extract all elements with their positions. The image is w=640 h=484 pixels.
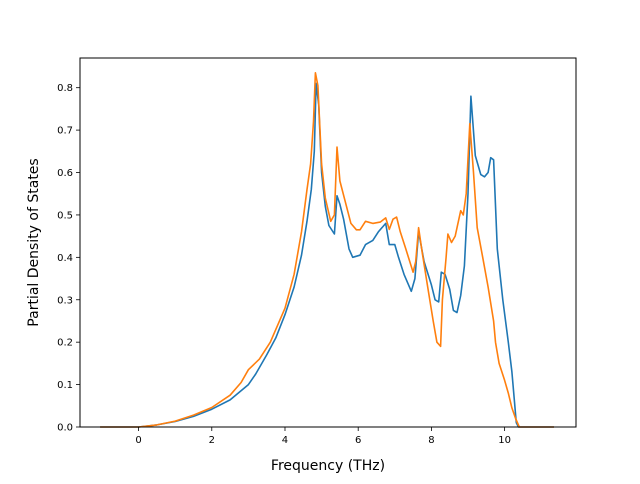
x-tick-label: 4 <box>282 435 288 446</box>
y-tick-label: 0.4 <box>57 253 73 264</box>
y-tick-label: 0.1 <box>57 380 73 391</box>
x-axis-label: Frequency (THz) <box>271 458 385 474</box>
plot-frame <box>79 57 577 428</box>
y-tick-label: 0.3 <box>57 295 73 306</box>
x-tick-label: 10 <box>498 435 511 446</box>
plot-area <box>80 58 576 427</box>
x-tick-label: 0 <box>135 435 141 446</box>
series-line-2 <box>100 72 554 428</box>
y-tick-label: 0.7 <box>57 126 73 137</box>
ticks-layer: 0 2 4 6 8 10 0.0 0.1 0.2 0.3 0.4 0.5 0.6 0.7 0.8 <box>57 83 511 446</box>
y-tick-label: 0.5 <box>57 210 73 221</box>
x-tick-label: 2 <box>209 435 215 446</box>
y-tick-label: 0.2 <box>57 338 73 349</box>
x-tick-label: 6 <box>355 435 361 446</box>
y-tick-label: 0.6 <box>57 168 73 179</box>
y-axis-label: Partial Density of States <box>26 158 42 326</box>
x-tick-label: 8 <box>428 435 434 446</box>
y-tick-label: 0.0 <box>57 423 73 434</box>
series-line-1 <box>100 82 554 428</box>
series-layer <box>100 72 554 428</box>
y-tick-label: 0.8 <box>57 83 73 94</box>
